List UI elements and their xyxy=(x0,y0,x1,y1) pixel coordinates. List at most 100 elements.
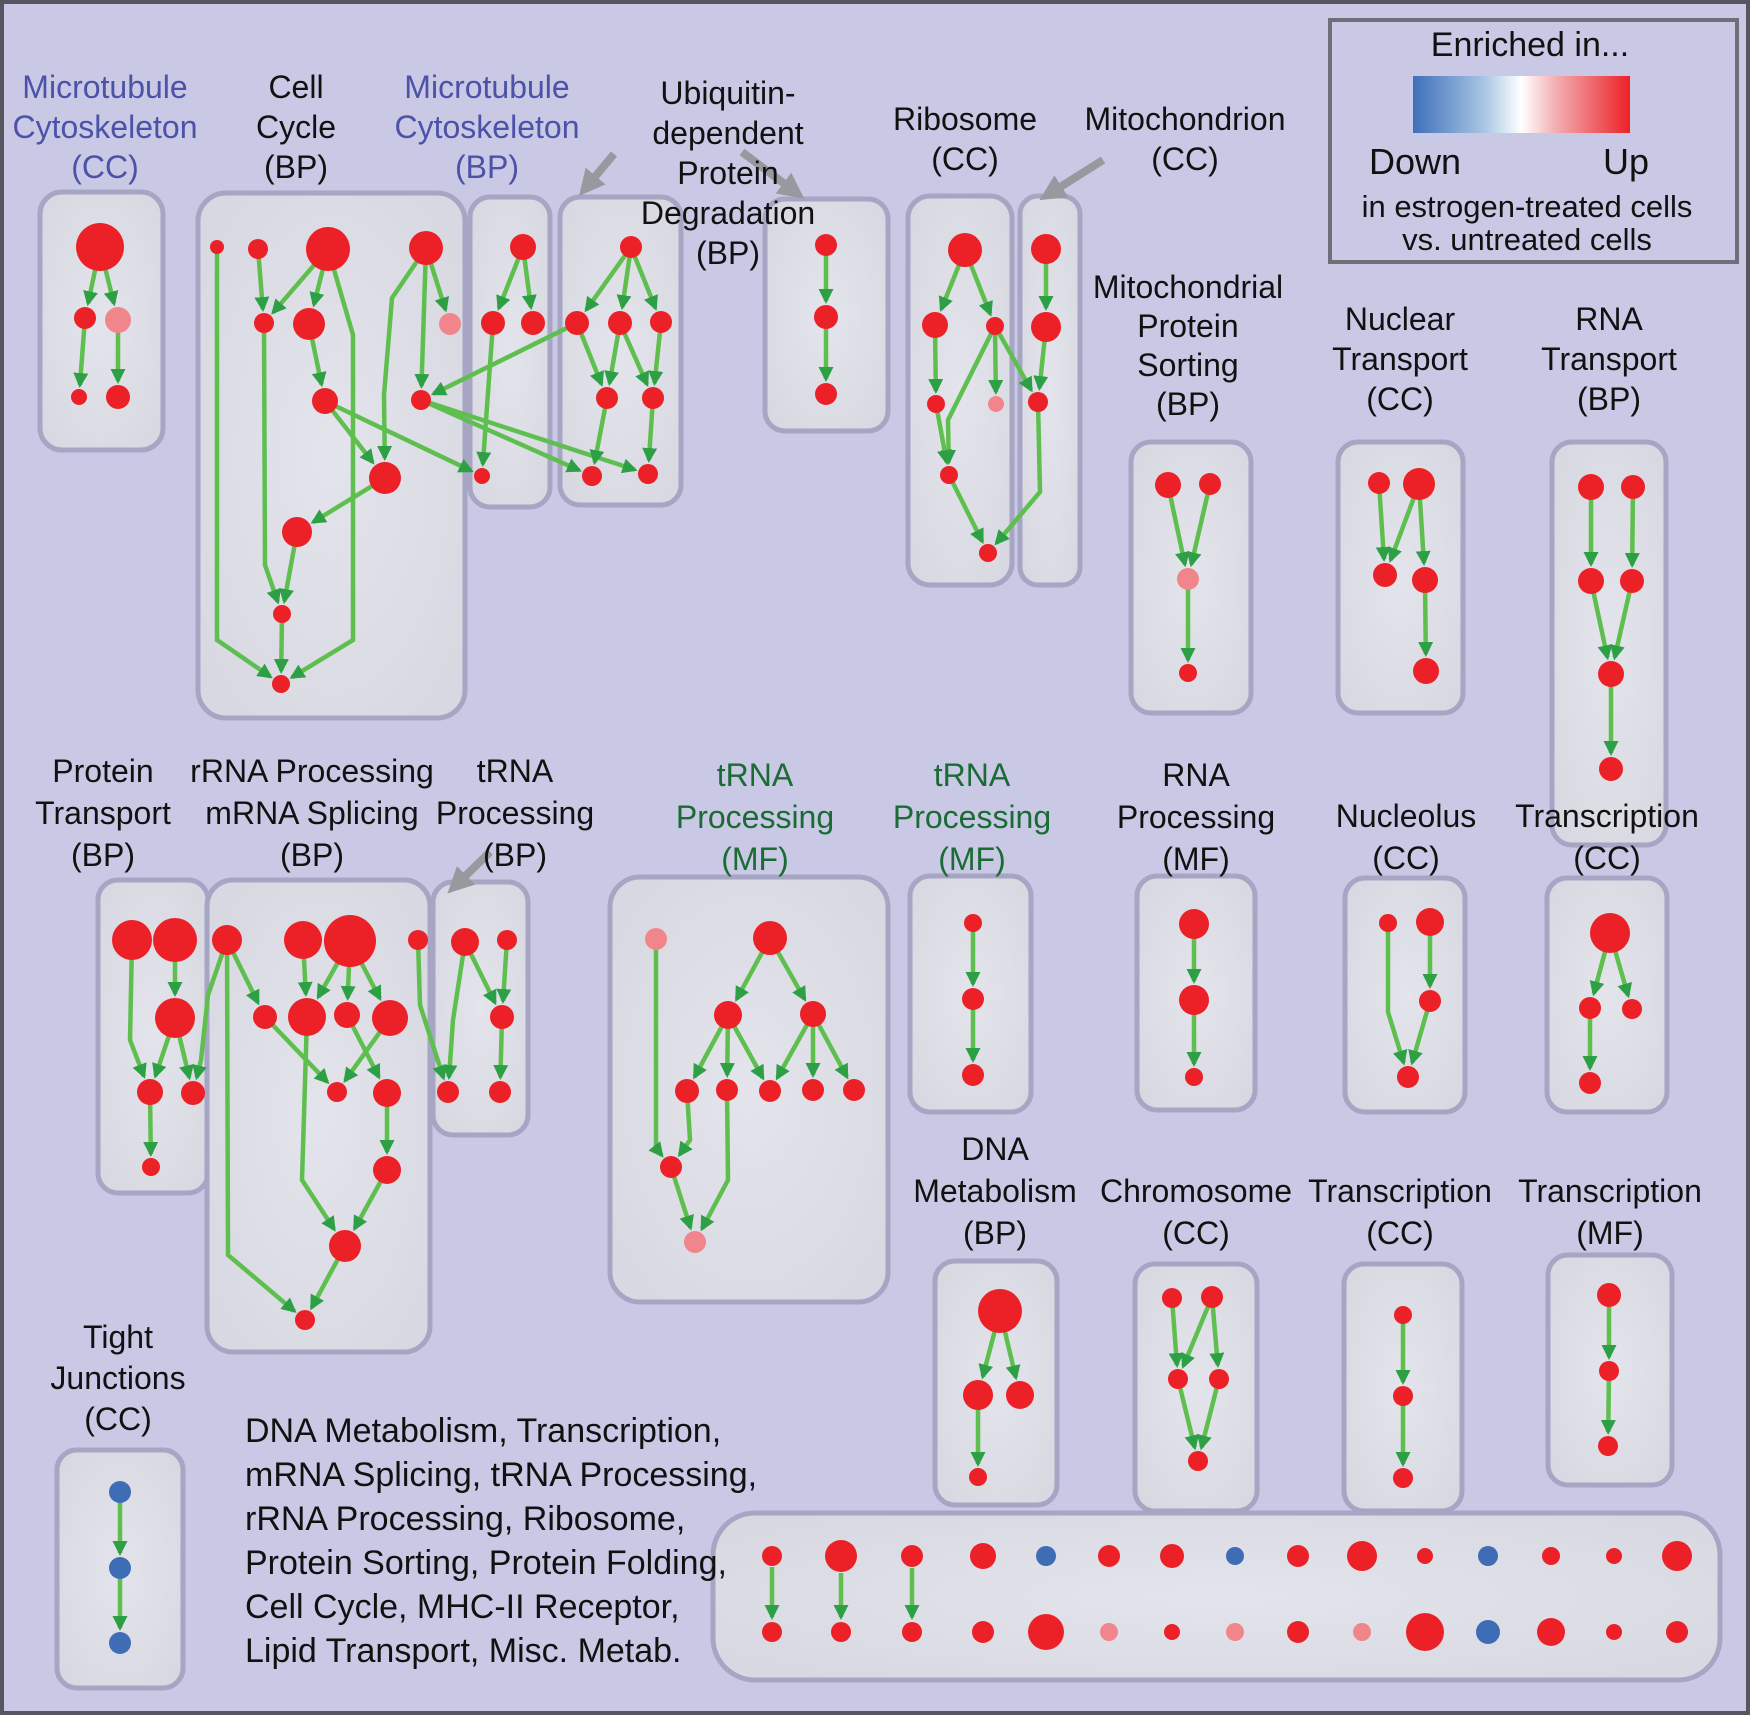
go-term-node-cc7 xyxy=(439,313,461,335)
mitochondrion-callout xyxy=(1039,156,1106,201)
go-term-node-pt4 xyxy=(137,1079,163,1105)
go-term-node-dm4 xyxy=(969,1468,987,1486)
group-label-line: (MF) xyxy=(1162,841,1230,877)
legend: Enriched in... Down Up in estrogen-treat… xyxy=(1328,18,1739,264)
group-label-line: (CC) xyxy=(1573,840,1641,876)
go-term-node-pt1 xyxy=(112,920,152,960)
go-term-node-tm11 xyxy=(684,1231,706,1253)
go-term-node-rrg xyxy=(334,1002,360,1028)
go-term-node-b2 xyxy=(814,305,838,329)
annotation-text-line: Lipid Transport, Misc. Metab. xyxy=(245,1632,682,1670)
go-edge-tm6-tm11 xyxy=(700,1089,731,1232)
go-edge-cc8-mb3 xyxy=(324,398,474,473)
group-label-line: Transcription xyxy=(1515,798,1699,834)
group-label-line: (BP) xyxy=(455,149,519,185)
go-term-node-u0 xyxy=(620,236,642,258)
go-term-node-mb0 xyxy=(510,234,536,260)
group-label-line: DNA xyxy=(961,1131,1029,1167)
go-term-node-tm2 xyxy=(753,921,787,955)
go-term-node-ch3 xyxy=(1168,1369,1188,1389)
misc-node-top-col3 xyxy=(901,1545,923,1567)
go-term-node-nu1 xyxy=(1379,914,1397,932)
misc-node-bottom-col3 xyxy=(902,1622,922,1642)
go-term-node-v2 xyxy=(962,988,984,1010)
go-edge-rt3-rt5 xyxy=(1588,580,1613,661)
go-edge-ms2-ms3 xyxy=(1186,483,1213,568)
group-label-line: (MF) xyxy=(1576,1215,1644,1251)
go-term-node-nt5 xyxy=(1413,658,1439,684)
go-edge-rra-rrm xyxy=(224,939,297,1313)
group-label-line: Sorting xyxy=(1137,347,1238,383)
go-term-node-dm2 xyxy=(963,1380,993,1410)
go-term-node-ta1 xyxy=(1394,1306,1412,1324)
go-term-node-ms3 xyxy=(1177,568,1199,590)
group-label-line: (CC) xyxy=(1162,1215,1230,1251)
annotation-layer: DNA Metabolism, Transcription, mRNA Splic… xyxy=(245,1412,757,1670)
annotation-text-line: DNA Metabolism, Transcription, xyxy=(245,1412,721,1450)
go-term-node-tb3 xyxy=(1598,1436,1618,1456)
go-term-node-v3 xyxy=(962,1064,984,1086)
go-term-node-rb6 xyxy=(940,466,958,484)
go-term-node-cc5 xyxy=(254,313,274,333)
go-edge-cc3-cc13 xyxy=(289,248,356,680)
annotation-text-line: Protein Sorting, Protein Folding, xyxy=(245,1544,727,1582)
go-term-node-tm1 xyxy=(645,928,667,950)
go-term-node-tc3 xyxy=(1622,999,1642,1019)
misc-node-bottom-col7 xyxy=(1164,1624,1180,1640)
go-term-node-nt4 xyxy=(1412,567,1438,593)
group-label-cell-cycle: Cell Cycle (BP) xyxy=(256,69,336,185)
misc-node-bottom-col1 xyxy=(762,1622,782,1642)
group-label-dna-metabolism: DNA Metabolism (BP) xyxy=(913,1131,1077,1251)
group-label-line: (BP) xyxy=(696,235,760,271)
go-edge-rb4-rb6 xyxy=(933,403,952,466)
go-term-node-rrh xyxy=(372,1000,408,1036)
go-term-node-rb3 xyxy=(986,317,1004,335)
go-edge-rb3-mt3 xyxy=(993,324,1034,393)
go-edge-cc4-cc9 xyxy=(414,247,430,390)
go-term-node-rrc xyxy=(324,915,376,967)
group-label-line: RNA xyxy=(1162,757,1230,793)
misc-node-bottom-col5 xyxy=(1028,1614,1064,1650)
go-edge-cc5-cc12 xyxy=(261,322,281,605)
go-term-node-ta2 xyxy=(1393,1386,1413,1406)
go-term-node-mt1 xyxy=(1031,234,1061,264)
go-term-node-cc2 xyxy=(248,239,268,259)
go-term-node-u5 xyxy=(642,387,664,409)
misc-node-top-col1 xyxy=(762,1546,782,1566)
go-term-node-b1 xyxy=(815,234,837,256)
go-term-node-tm4 xyxy=(800,1001,826,1027)
go-term-node-b3 xyxy=(815,383,837,405)
group-label-line: dependent xyxy=(652,115,803,151)
group-label-line: Cycle xyxy=(256,109,336,145)
go-term-node-tm6 xyxy=(716,1079,738,1101)
group-label-line: (BP) xyxy=(1156,386,1220,422)
group-label-line: (BP) xyxy=(963,1215,1027,1251)
group-label-line: (CC) xyxy=(1366,381,1434,417)
go-term-node-ch4 xyxy=(1209,1369,1229,1389)
go-edge-ch2-ch3 xyxy=(1181,1296,1215,1369)
go-term-node-mb3 xyxy=(474,468,490,484)
group-label-line: Processing xyxy=(1117,799,1275,835)
go-term-node-cc8 xyxy=(312,388,338,414)
misc-node-top-col10 xyxy=(1347,1541,1377,1571)
misc-node-top-col11 xyxy=(1417,1548,1433,1564)
group-label-line: Mitochondrion xyxy=(1085,101,1286,137)
misc-node-bottom-col13 xyxy=(1537,1618,1565,1646)
go-term-node-u3 xyxy=(650,311,672,333)
group-label-line: Protein xyxy=(1137,308,1238,344)
group-label-line: Nuclear xyxy=(1345,301,1456,337)
group-label-tight-junctions: Tight Junctions (CC) xyxy=(50,1319,185,1437)
group-label-protein-transport: Protein Transport (BP) xyxy=(35,753,171,873)
go-term-node-tj3 xyxy=(109,1632,131,1654)
group-label-line: (CC) xyxy=(931,141,999,177)
go-term-node-rrb xyxy=(284,921,322,959)
go-edge-rrd-tp4 xyxy=(415,939,447,1081)
group-box-ubiquitin xyxy=(557,194,684,508)
go-edge-nt1-nt3 xyxy=(1375,482,1391,563)
go-edge-nu1-nu4 xyxy=(1385,923,1408,1066)
group-label-line: Processing xyxy=(676,799,834,835)
go-edge-cc9-u6 xyxy=(420,397,582,473)
go-term-node-rt3 xyxy=(1578,568,1604,594)
go-term-node-rra xyxy=(212,925,242,955)
